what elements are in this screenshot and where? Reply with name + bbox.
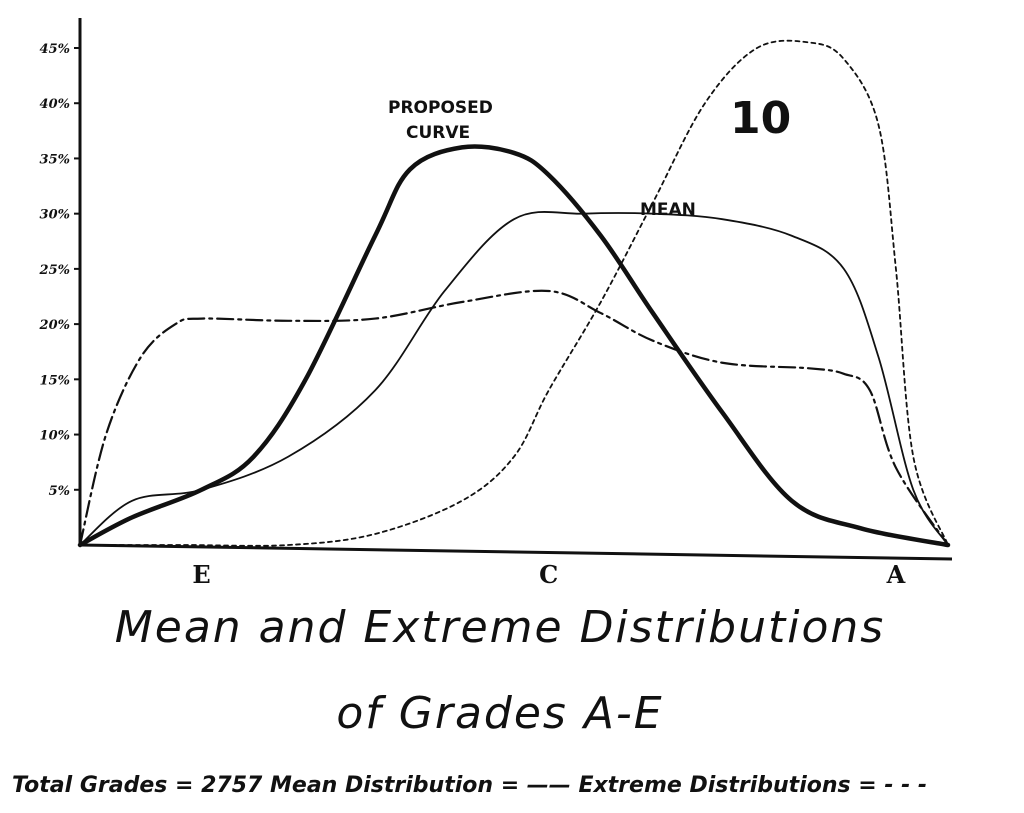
annotation-mean: MEAN <box>640 200 696 220</box>
y-ticks: 45% 40% 35% 30% 25% 20% 15% 10% 5% <box>39 42 80 499</box>
chart-title-line2: of Grades A-E <box>336 688 663 739</box>
y-tick-label: 30% <box>40 208 70 223</box>
y-tick-label: 35% <box>40 152 70 167</box>
y-tick-label: 40% <box>40 97 70 112</box>
y-tick-label: 25% <box>39 263 70 278</box>
x-tick-label: A <box>886 560 906 589</box>
annotation-proposed-line2: CURVE <box>406 123 470 143</box>
y-tick-label: 45% <box>40 42 70 57</box>
series-line-1 <box>77 144 951 548</box>
series-line-2 <box>79 210 949 546</box>
annotation-proposed-line1: PROPOSED <box>388 98 493 118</box>
series-group <box>77 39 951 548</box>
x-axis-line <box>79 543 953 561</box>
series-line-3 <box>78 289 950 547</box>
y-tick-label: 10% <box>40 429 70 444</box>
axes <box>78 18 953 561</box>
x-tick-label: E <box>192 560 210 589</box>
chart-title-line1: Mean and Extreme Distributions <box>115 602 885 653</box>
series-line-4 <box>79 39 949 547</box>
x-tick-label: C <box>539 560 558 589</box>
y-tick-label: 20% <box>39 318 70 333</box>
y-tick-label: 15% <box>40 373 70 388</box>
y-tick-label: 5% <box>49 484 70 499</box>
figure-number: 10 <box>730 93 791 144</box>
chart-footer: Total Grades = 2757 Mean Distribution = … <box>12 773 927 798</box>
